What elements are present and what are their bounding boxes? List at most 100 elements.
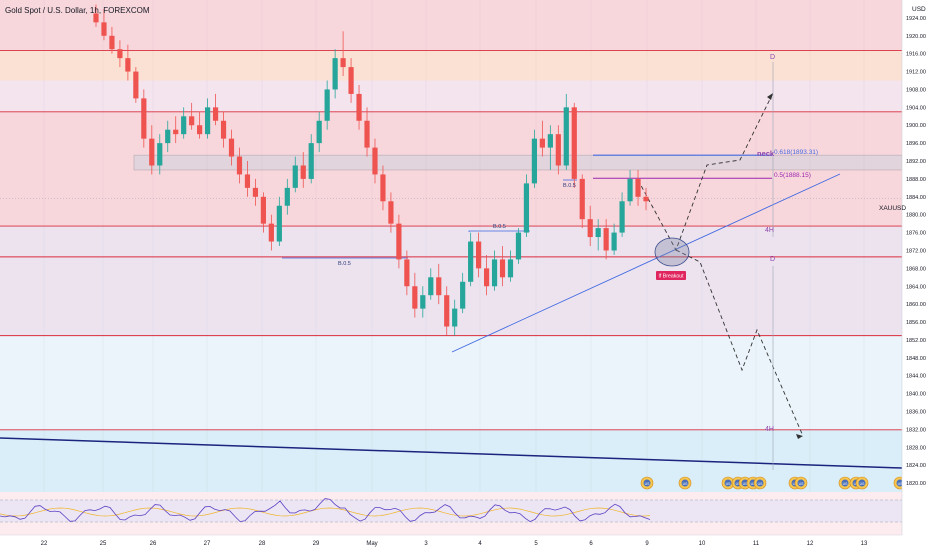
candle-body <box>595 228 601 238</box>
candle-body <box>380 174 386 202</box>
y-tick-label: 1896.00 <box>906 141 926 147</box>
event-flag <box>858 479 866 487</box>
candle-body <box>364 120 370 148</box>
candle-body <box>563 107 569 166</box>
y-tick-label: 1908.00 <box>906 87 926 93</box>
rsi-band <box>0 500 902 522</box>
zone-orange <box>0 50 902 81</box>
ascending-trendline <box>451 173 841 353</box>
event-flag <box>841 479 849 487</box>
candle-body <box>643 196 649 202</box>
annotation-neck: neck <box>757 149 775 158</box>
y-tick-label: 1868.00 <box>906 266 926 272</box>
annotation-d-lower: D <box>770 256 775 263</box>
candle-body <box>499 259 506 278</box>
drawing-layer: 0.618(1893.31) 0.5(1888.15) <box>0 62 903 470</box>
y-tick-label: 1916.00 <box>906 52 926 58</box>
candle-body <box>603 228 609 251</box>
x-tick-label: May <box>366 541 377 547</box>
x-tick-label: 11 <box>753 541 760 547</box>
event-flag <box>724 479 732 487</box>
x-tick-label: 26 <box>150 541 157 547</box>
candle-body <box>555 134 561 166</box>
x-tick-label: 3 <box>424 541 428 547</box>
x-tick-label: 4 <box>478 541 482 547</box>
y-axis: 1820.00 1824.00 1828.00 1832.00 1836.00 1840.… <box>901 0 932 550</box>
event-label: US <box>758 482 764 486</box>
currency-label: USD <box>912 6 926 13</box>
candle-body <box>571 107 577 179</box>
candle-body <box>404 259 410 287</box>
candle-body <box>476 241 482 269</box>
candle-body <box>515 232 522 260</box>
y-tick-label: 1832.00 <box>906 427 926 433</box>
candle-body <box>133 71 139 99</box>
event-label: US <box>860 482 866 486</box>
y-tick-label: 1848.00 <box>906 356 926 362</box>
candle-body <box>181 116 187 135</box>
y-tick-label: 1888.00 <box>906 177 926 183</box>
breakout-tag <box>656 271 686 280</box>
candle-body <box>141 98 147 139</box>
rsi-signal-line <box>0 507 651 517</box>
candle-body <box>388 201 394 224</box>
x-tick-label: 28 <box>259 541 266 547</box>
candle-body <box>189 116 195 126</box>
candle-body <box>220 120 227 139</box>
candle-body <box>204 107 211 135</box>
candle-body <box>252 187 259 197</box>
breakout-ellipse <box>654 237 690 267</box>
annotation-4h-lower: 4H <box>765 426 774 433</box>
grid-layer <box>43 0 865 492</box>
candle-body <box>117 49 123 59</box>
candle-body <box>109 35 115 50</box>
zone-layer <box>0 0 903 492</box>
annotation-b05-a: B.0.5 <box>338 261 351 267</box>
zone-light-blue <box>0 335 902 430</box>
candle-body <box>212 107 219 121</box>
candle-body <box>444 295 450 327</box>
candle-body <box>324 89 330 121</box>
y-tick-label: 1900.00 <box>906 123 926 129</box>
event-label: US <box>843 482 849 486</box>
event-flag <box>681 479 689 487</box>
candle-body <box>316 120 322 144</box>
zone-neck-band <box>133 154 903 171</box>
breakout-tag-label: If Breakout <box>658 274 684 280</box>
candle-body <box>452 308 458 327</box>
candle-body <box>579 178 585 220</box>
events-layer: USUSUSUSUSUSUSUSUSUSUSUSUS <box>640 476 907 490</box>
candle-body <box>308 143 314 179</box>
candle-body <box>412 286 418 309</box>
candle-body <box>276 205 282 242</box>
candle-body <box>173 129 179 135</box>
x-tick-label: 12 <box>807 541 814 547</box>
candle-body <box>260 196 266 224</box>
candle-body <box>292 165 298 188</box>
x-tick-label: 9 <box>645 541 649 547</box>
candle-body <box>611 232 617 251</box>
event-flag <box>643 479 651 487</box>
candle-body <box>348 67 354 94</box>
zone-blue <box>0 429 902 492</box>
y-tick-label: 1840.00 <box>906 392 926 398</box>
candle-body <box>587 219 593 238</box>
y-tick-label: 1880.00 <box>906 213 926 219</box>
candle-body <box>356 93 362 121</box>
candle-body <box>93 13 99 23</box>
rsi-pane: 80.0040.00 <box>0 492 920 535</box>
event-flag <box>797 479 805 487</box>
x-tick-label: 27 <box>204 541 211 547</box>
b05-line-b <box>468 230 530 232</box>
x-axis-background <box>0 535 932 550</box>
x-tick-label: 29 <box>313 541 320 547</box>
candle-body <box>635 178 641 197</box>
event-label: US <box>751 482 757 486</box>
x-tick-label: 22 <box>41 541 48 547</box>
event-flag <box>756 479 764 487</box>
candle-body <box>507 259 514 278</box>
candle-body <box>300 165 306 179</box>
x-tick-label: 5 <box>534 541 538 547</box>
event-label: US <box>743 482 749 486</box>
